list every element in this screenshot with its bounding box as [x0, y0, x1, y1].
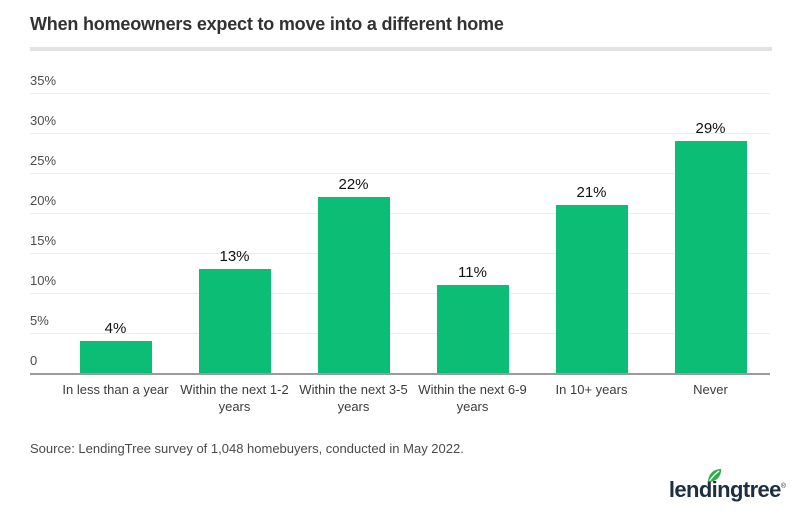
- bar-value-label: 22%: [338, 176, 369, 193]
- source-note: Source: LendingTree survey of 1,048 home…: [30, 441, 464, 456]
- y-tick-label: 15%: [30, 233, 57, 248]
- x-category-label: Within the next 6-9 years: [418, 382, 527, 414]
- bar-value-label: 21%: [576, 184, 607, 201]
- gridline: [30, 293, 770, 294]
- x-category-label: In less than a year: [62, 382, 169, 397]
- gridline: [30, 173, 770, 174]
- y-tick-label: 5%: [30, 313, 49, 328]
- bar: [674, 141, 747, 373]
- y-tick-label: 0: [30, 353, 38, 368]
- gridline: [30, 333, 770, 334]
- y-tick-label: 35%: [30, 73, 57, 88]
- bar-chart: 0 5% 10% 15% 20% 25% 30% 35% 4% 13% 22% 11% 21% 29% …: [30, 70, 770, 414]
- chart-title: When homeowners expect to move into a di…: [30, 14, 504, 34]
- bar-value-label: 4%: [104, 320, 127, 337]
- logo-text: lendingtree: [668, 477, 782, 502]
- bar: [436, 285, 509, 373]
- bar: [79, 341, 152, 373]
- gridline: [30, 133, 770, 134]
- x-category-label: In 10+ years: [555, 382, 628, 397]
- bar-value-label: 11%: [458, 264, 487, 281]
- bar-value-label: 13%: [219, 248, 250, 265]
- gridline: [30, 93, 770, 94]
- y-tick-label: 25%: [30, 153, 57, 168]
- logo-trademark: ®: [780, 483, 786, 490]
- x-axis-line: [30, 373, 770, 375]
- x-category-label: Within the next 1-2 years: [180, 382, 289, 414]
- bar-value-label: 29%: [695, 120, 726, 137]
- title-divider: [30, 47, 772, 51]
- y-tick-label: 10%: [30, 273, 57, 288]
- x-category-label: Within the next 3-5 years: [299, 382, 408, 414]
- y-tick-label: 30%: [30, 113, 57, 128]
- bar: [317, 197, 390, 373]
- gridline: [30, 253, 770, 254]
- x-category-label: Never: [693, 382, 728, 397]
- gridline: [30, 213, 770, 214]
- leaf-icon: [708, 468, 722, 482]
- bar: [198, 269, 271, 373]
- y-tick-label: 20%: [30, 193, 57, 208]
- bar: [555, 205, 628, 373]
- lendingtree-logo: lendingtree®: [668, 468, 786, 507]
